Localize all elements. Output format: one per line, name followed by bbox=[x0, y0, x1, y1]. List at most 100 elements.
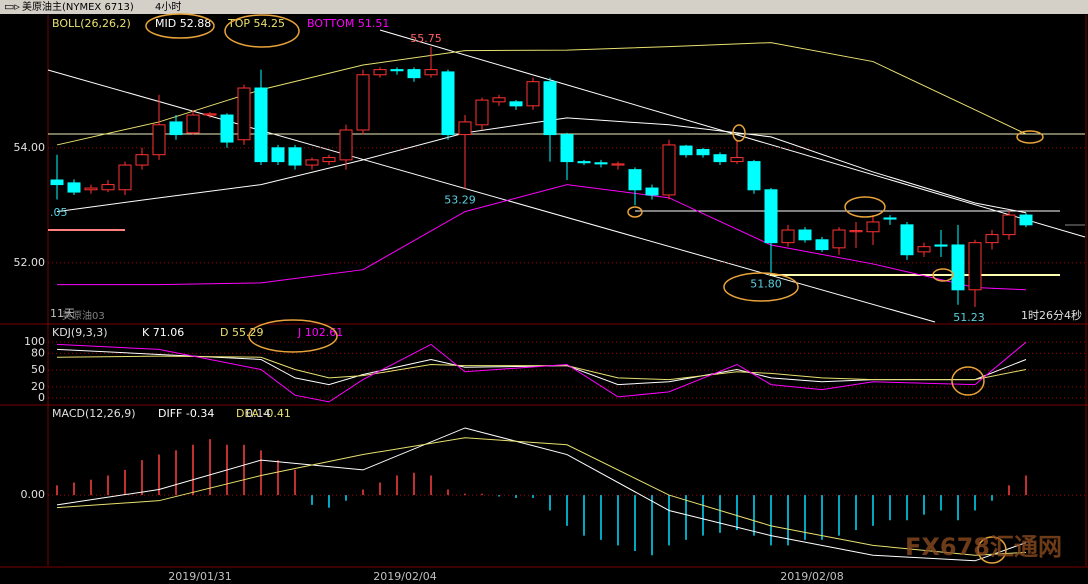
indicator-line bbox=[56, 341, 1027, 403]
candle-body bbox=[611, 163, 625, 166]
candle-body bbox=[203, 113, 217, 116]
y-tick-label: 80 bbox=[31, 346, 45, 359]
y-tick-label: 52.00 bbox=[14, 256, 46, 269]
candle-body bbox=[577, 161, 591, 164]
candle-body bbox=[373, 69, 387, 76]
candle-body bbox=[458, 121, 472, 136]
indicator-name: DEA bbox=[236, 407, 259, 420]
indicator-line bbox=[56, 42, 1027, 146]
y-tick-label: 54.00 bbox=[14, 141, 46, 154]
candle-body bbox=[696, 149, 710, 156]
candle-body bbox=[985, 234, 999, 244]
candle-body bbox=[815, 239, 829, 251]
candle-body bbox=[1002, 214, 1016, 236]
candle-body bbox=[407, 69, 421, 79]
indicator-title: MACD(12,26,9) bbox=[52, 407, 136, 420]
candle-body bbox=[781, 229, 795, 244]
candle-body bbox=[101, 184, 115, 191]
candle-body bbox=[883, 217, 897, 220]
watermark: FX678汇通网 bbox=[905, 533, 1062, 561]
indicator-line bbox=[56, 437, 1027, 556]
contract-label: 美原油03 bbox=[62, 309, 105, 322]
trend-line bbox=[47, 69, 936, 323]
candle-body bbox=[747, 161, 761, 191]
candle-body bbox=[84, 187, 98, 191]
candle-body bbox=[662, 144, 676, 196]
highlight bbox=[1016, 130, 1044, 144]
candle-body bbox=[169, 121, 183, 136]
highlight bbox=[627, 206, 643, 218]
indicator-value: DIFF -0.34 bbox=[158, 407, 214, 420]
indicator-value: DEA -0.41 bbox=[236, 407, 291, 420]
indicator-title: BOLL(26,26,2) bbox=[52, 17, 131, 30]
edge-label: .05 bbox=[50, 206, 68, 219]
indicator-value: D 55.29 bbox=[220, 326, 263, 339]
indicator-line bbox=[56, 427, 1027, 562]
candle-body bbox=[509, 101, 523, 107]
highlight bbox=[932, 268, 954, 282]
highlight bbox=[732, 124, 746, 142]
candle-body bbox=[441, 71, 455, 136]
candle-body bbox=[798, 229, 812, 241]
candle-body bbox=[271, 147, 285, 163]
indicator-line bbox=[56, 117, 1027, 214]
indicator-number: 54.25 bbox=[254, 17, 286, 30]
candle-body bbox=[526, 81, 540, 107]
highlight bbox=[248, 319, 338, 353]
highlight bbox=[951, 366, 985, 396]
period-selector[interactable]: 4小时 bbox=[155, 1, 181, 13]
candle-body bbox=[322, 157, 336, 163]
indicator-name: K bbox=[142, 326, 150, 339]
price-label: 55.75 bbox=[410, 32, 442, 45]
price-label: 51.80 bbox=[750, 277, 782, 290]
indicator-line bbox=[57, 184, 1027, 291]
indicator-number: 52.88 bbox=[180, 17, 212, 30]
candle-body bbox=[67, 182, 81, 193]
countdown: 1时26分4秒 bbox=[1021, 308, 1082, 322]
indicator-number: -0.34 bbox=[186, 407, 214, 420]
indicator-name: BOTTOM bbox=[307, 17, 354, 30]
indicator-line bbox=[56, 355, 1027, 381]
candle-body bbox=[934, 244, 948, 247]
candle-body bbox=[424, 69, 438, 76]
candle-body bbox=[135, 154, 149, 166]
candle-body bbox=[254, 87, 268, 163]
x-date-label: 2019/02/08 bbox=[780, 570, 843, 583]
candle-body bbox=[594, 162, 608, 165]
x-date-label: 2019/02/04 bbox=[373, 570, 436, 583]
price-label: 51.23 bbox=[953, 311, 985, 324]
candle-body bbox=[1019, 214, 1033, 226]
candle-body bbox=[50, 179, 64, 186]
indicator-value: TOP 54.25 bbox=[227, 17, 285, 30]
back-icon[interactable]: ▭▹ bbox=[4, 0, 20, 13]
days-label: 11天 bbox=[50, 307, 75, 320]
highlight bbox=[844, 196, 886, 218]
candle-body bbox=[866, 221, 880, 233]
candle-body bbox=[220, 114, 234, 143]
y-tick-label: 20 bbox=[31, 380, 45, 393]
price-label: 53.29 bbox=[444, 194, 476, 207]
indicator-value: MID 52.88 bbox=[155, 17, 211, 30]
candle-body bbox=[713, 154, 727, 163]
highlight bbox=[977, 536, 1007, 564]
candle-body bbox=[832, 229, 846, 249]
indicator-number: -0.41 bbox=[262, 407, 290, 420]
candle-body bbox=[186, 114, 200, 134]
indicator-name: J bbox=[297, 326, 301, 339]
candle-body bbox=[560, 134, 574, 163]
candle-body bbox=[645, 187, 659, 196]
candle-body bbox=[475, 99, 489, 126]
symbol: 美原油主(NYMEX 6713) bbox=[22, 0, 134, 13]
indicator-value: K 71.06 bbox=[142, 326, 184, 339]
candle-body bbox=[917, 246, 931, 253]
candle-body bbox=[237, 87, 251, 141]
indicator-number: 55.29 bbox=[232, 326, 264, 339]
candle-body bbox=[152, 124, 166, 156]
candle-body bbox=[968, 242, 982, 291]
y-tick-label: 50 bbox=[31, 363, 45, 376]
title-bar bbox=[0, 0, 1088, 14]
plots: 52.00 54.00 BOLL(26,26,2) MID 52.88 TOP 54.2… bbox=[14, 17, 1085, 562]
candle-body bbox=[390, 69, 404, 72]
candle-body bbox=[764, 189, 778, 244]
